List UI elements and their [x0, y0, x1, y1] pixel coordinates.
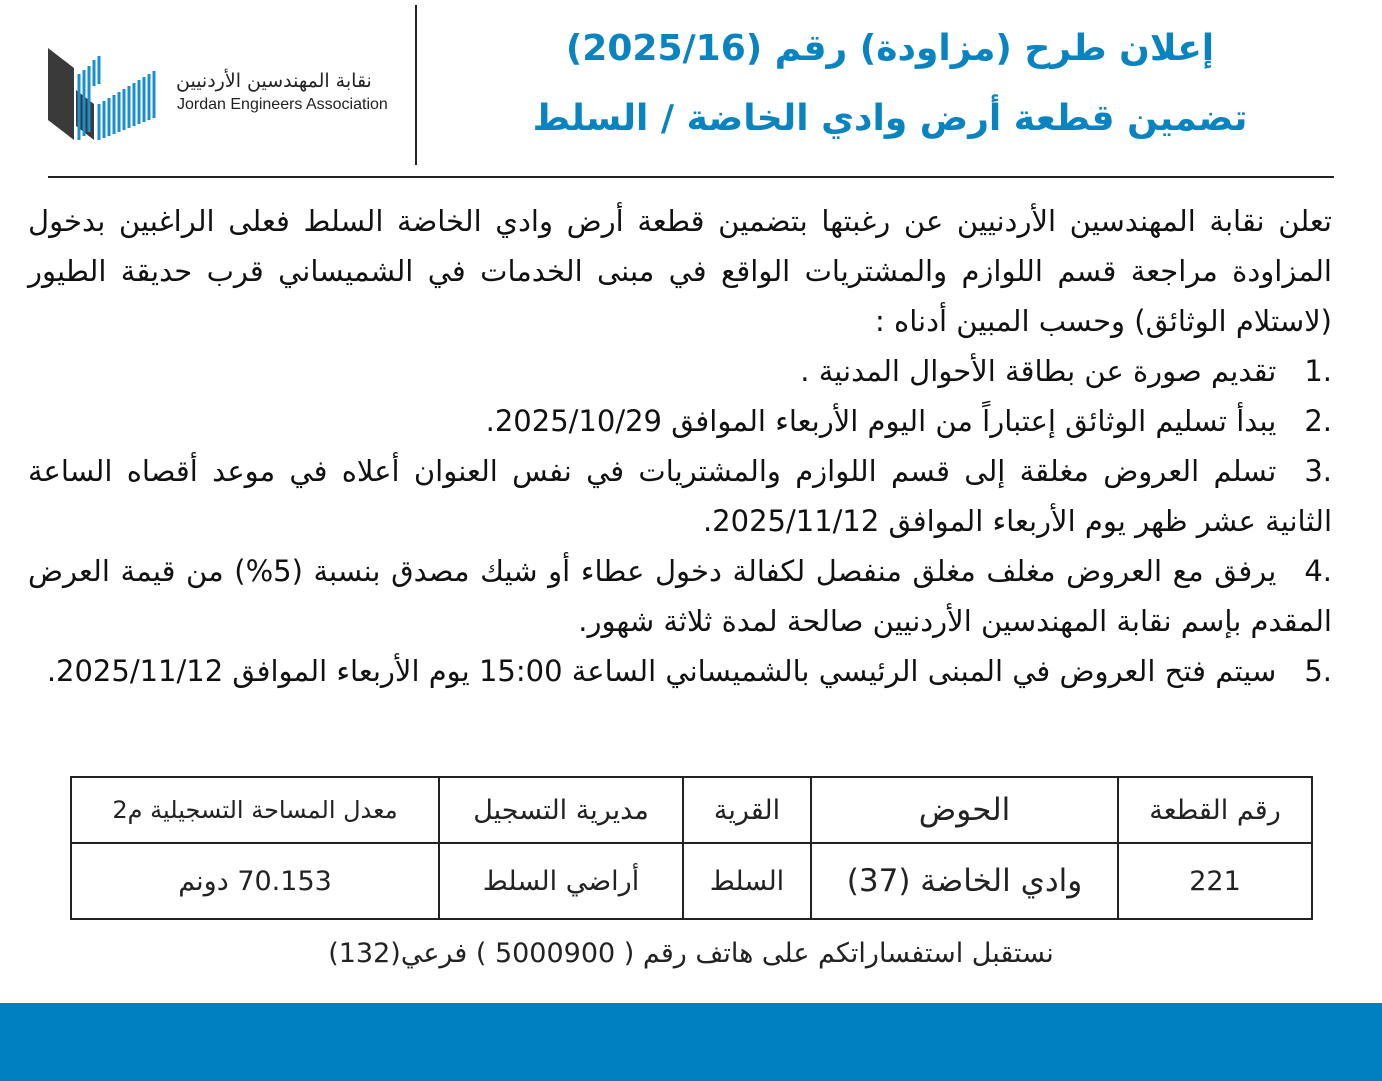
cell-basin: وادي الخاضة (37)	[810, 842, 1119, 920]
land-table: رقم القطعة الحوض القرية مديرية التسجيل م…	[70, 776, 1313, 920]
intro-paragraph: تعلن نقابة المهندسين الأردنيين عن رغبتها…	[28, 204, 1332, 338]
item-text: يبدأ تسليم الوثائق إعتباراً من اليوم الأ…	[485, 404, 1277, 438]
list-item: 3.تسلم العروض مغلقة إلى قسم اللوازم والم…	[28, 446, 1332, 546]
cell-village: السلط	[682, 842, 812, 920]
announcement-title: إعلان طرح (مزاودة) رقم (2025/16)	[565, 28, 1215, 69]
announcement-body: تعلن نقابة المهندسين الأردنيين عن رغبتها…	[28, 196, 1332, 696]
header-basin: الحوض	[810, 776, 1119, 844]
item-text: سيتم فتح العروض في المبنى الرئيسي بالشمي…	[46, 654, 1277, 688]
jea-logo	[48, 48, 156, 140]
item-number: 5.	[1304, 654, 1332, 688]
contact-info: نستقبل استفساراتكم على هاتف رقم ( 500090…	[328, 938, 1054, 969]
header-village: القرية	[682, 776, 812, 844]
footer-band	[0, 1003, 1382, 1081]
item-number: 1.	[1304, 354, 1332, 388]
header-plot-number: رقم القطعة	[1117, 776, 1313, 844]
cell-plot-number: 221	[1117, 842, 1313, 920]
list-item: 5. سيتم فتح العروض في المبنى الرئيسي بالش…	[28, 646, 1332, 696]
item-text: يرفق مع العروض مغلف مغلق منفصل لكفالة دخ…	[28, 554, 1332, 638]
logo-arabic-name: نقابة المهندسين الأردنيين	[176, 70, 372, 92]
header-registry: مديرية التسجيل	[438, 776, 684, 844]
item-number: 4.	[1304, 554, 1332, 588]
cell-area: 70.153 دونم	[70, 842, 440, 920]
table-header-row: رقم القطعة الحوض القرية مديرية التسجيل م…	[70, 776, 1313, 844]
header-area: معدل المساحة التسجيلية م2	[70, 776, 440, 844]
header-rule	[48, 176, 1334, 178]
item-text: تقديم صورة عن بطاقة الأحوال المدنية .	[800, 354, 1277, 388]
item-text: تسلم العروض مغلقة إلى قسم اللوازم والمشت…	[28, 454, 1332, 538]
cell-registry: أراضي السلط	[438, 842, 684, 920]
table-row: 221 وادي الخاضة (37) السلط أراضي السلط 7…	[70, 842, 1313, 920]
item-number: 3.	[1304, 454, 1332, 488]
header-divider	[415, 5, 417, 165]
list-item: 2. يبدأ تسليم الوثائق إعتباراً من اليوم ا…	[28, 396, 1332, 446]
announcement-subtitle: تضمين قطعة أرض وادي الخاضة / السلط	[532, 98, 1248, 139]
list-item: 1. تقديم صورة عن بطاقة الأحوال المدنية .	[28, 346, 1332, 396]
list-item: 4.يرفق مع العروض مغلف مغلق منفصل لكفالة …	[28, 546, 1332, 646]
item-number: 2.	[1304, 404, 1332, 438]
logo-english-name: Jordan Engineers Association	[177, 96, 388, 113]
